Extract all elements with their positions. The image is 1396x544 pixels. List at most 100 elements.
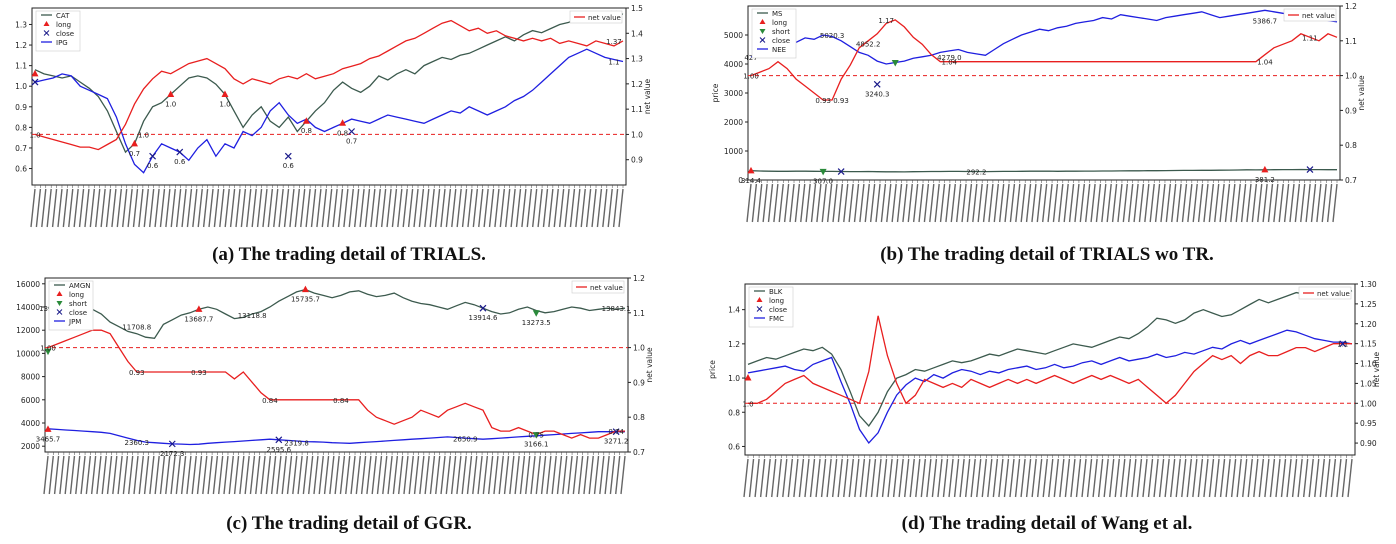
chart-c-xtick-label-glyph xyxy=(249,455,256,495)
chart-a-marker-label: 0.7 xyxy=(129,150,140,158)
chart-a-legend-left-box xyxy=(35,10,81,52)
chart-c-xtick-label-glyph xyxy=(128,455,134,495)
chart-c-marker-label: 3166.1 xyxy=(524,441,549,449)
chart-c-ytick-label-left: 2000 xyxy=(21,442,40,451)
chart-d-ytick-label-left: 1.2 xyxy=(728,340,740,349)
chart-b-xtick-label-glyph xyxy=(751,183,758,223)
chart-d-xtick-label-glyph xyxy=(1264,458,1270,498)
chart-a-xtick-label-glyph xyxy=(569,188,576,228)
chart-a-xtick-label-glyph xyxy=(154,188,160,228)
chart-c-marker-label: 13273.5 xyxy=(522,319,551,327)
chart-d-xtick-label-glyph xyxy=(1020,458,1026,498)
chart-b-xtick-label-glyph xyxy=(1235,183,1241,223)
chart-b: 0 1000 2000 3000 4000 5000 0.7 0.8 0.9 1.0 1.1 1.2 p… xyxy=(711,2,1366,223)
chart-b-xtick-label-glyph xyxy=(1128,183,1134,223)
chart-a-xtick-label-glyph xyxy=(343,188,349,228)
chart-c-xtick-label-glyph xyxy=(133,455,139,495)
chart-b-xtick-label-glyph xyxy=(1047,183,1053,223)
chart-d-ytick-label-left: 1.4 xyxy=(728,306,740,315)
chart-b-ytick-label-right: 0.9 xyxy=(1345,106,1357,115)
chart-b-xtick-label-glyph xyxy=(789,183,795,223)
chart-a-series-net-value xyxy=(34,19,624,151)
chart-a-marker-close xyxy=(31,78,39,86)
chart-c-xtick-label-glyph xyxy=(503,455,510,495)
chart-d-xtick-label-glyph xyxy=(1075,458,1082,498)
chart-c-ytick-label-left: 4000 xyxy=(21,419,40,428)
chart-c-xtick-label-glyph xyxy=(106,455,113,495)
chart-a-xtick-label-glyph xyxy=(132,188,139,228)
chart-c-legend-right: net value xyxy=(571,280,625,294)
chart-b-ytick-label-left: 5000 xyxy=(724,31,743,40)
chart-b-ytick-label-left: 4000 xyxy=(724,60,743,69)
chart-c-marker-label: 2172.3 xyxy=(160,450,185,458)
chart-b-xtick-label-glyph xyxy=(762,183,768,223)
chart-d-series-blk xyxy=(747,290,1353,427)
chart-c-marker-long xyxy=(195,305,203,312)
chart-d-xtick-label-glyph xyxy=(1164,458,1170,498)
chart-c-xtick-label-glyph xyxy=(376,455,383,495)
chart-b-xtick-label-glyph xyxy=(757,183,763,223)
chart-d-xtick-label-glyph xyxy=(1302,458,1309,498)
chart-b-data-label: 1.04 xyxy=(942,59,958,67)
chart-c-xtick-label-glyph xyxy=(472,455,478,495)
caption-a: (a) The trading detail of TRIALS. xyxy=(212,244,486,265)
chart-d-xtick-label-glyph xyxy=(1308,458,1314,498)
chart-a-xtick-label-glyph xyxy=(197,188,203,228)
chart-a-ytick-label-right: 0.9 xyxy=(631,156,643,165)
chart-c-ytick-label-left: 12000 xyxy=(16,326,40,335)
chart-d-xtick-label-glyph xyxy=(926,458,932,498)
chart-d-ytick-label-left: 0.8 xyxy=(728,408,740,417)
chart-d-xtick-label-glyph xyxy=(1286,458,1292,498)
chart-d-data-label: 1.0 xyxy=(742,400,753,408)
chart-b-xtick-label-glyph xyxy=(929,183,935,223)
chart-c-xtick-label-glyph xyxy=(212,455,219,495)
chart-d-ytick-label-left: 1.0 xyxy=(728,374,740,383)
chart-a-xtick-label-glyph xyxy=(348,188,354,228)
chart-a-xtick-label-glyph xyxy=(62,188,69,228)
chart-d-xtick-label-glyph xyxy=(1242,458,1248,498)
chart-d-ylabel-left: price xyxy=(708,360,717,379)
chart-a-xtick-label-glyph xyxy=(41,188,47,228)
chart-b-xtick-label-glyph xyxy=(993,183,999,223)
chart-d-ytick-label-right: 1.30 xyxy=(1360,280,1377,289)
chart-c-xtick-label-glyph xyxy=(96,455,102,495)
chart-d-ytick-label-right: 0.95 xyxy=(1360,419,1377,428)
chart-b-xtick-label-glyph xyxy=(1095,183,1102,223)
chart-c-xtick-label-glyph xyxy=(43,455,49,495)
chart-b-series-ms xyxy=(750,168,1337,173)
chart-d-xtick-label-glyph xyxy=(1097,458,1104,498)
chart-a-xtick-label-glyph xyxy=(488,188,495,228)
chart-c-xtick-label-glyph xyxy=(80,455,86,495)
panel-a: 0.6 0.7 0.8 0.9 1.0 1.1 1.2 1.3 0.9 1.0 1.1 1.2 1.3 1… xyxy=(0,0,698,272)
chart-c-legend-left-label: short xyxy=(69,300,87,308)
chart-c-xtick-label-glyph xyxy=(382,455,388,495)
chart-d-xtick-label-glyph xyxy=(1336,458,1342,498)
chart-a-xtick-label-glyph xyxy=(51,188,58,228)
chart-c-xtick-label-glyph xyxy=(69,455,76,495)
chart-c-data-label: 13843.1 xyxy=(602,305,631,313)
chart-a-xtick-label-glyph xyxy=(542,188,549,228)
chart-a-xtick-label-glyph xyxy=(537,188,543,228)
chart-d-ytick-label-right: 1.25 xyxy=(1360,300,1377,309)
chart-c-marker-label: 3465.7 xyxy=(36,435,61,443)
chart-d-xtick-label-glyph xyxy=(1225,458,1231,498)
chart-d-legend-left-label: close xyxy=(769,306,787,314)
chart-b-xtick-label-glyph xyxy=(998,183,1005,223)
chart-a-xtick-label-glyph xyxy=(515,188,522,228)
chart-d-ytick-label-right: 1.15 xyxy=(1360,340,1377,349)
chart-a-xtick-label-glyph xyxy=(73,188,79,228)
chart-d-series-net-value xyxy=(748,315,1352,405)
chart-b-ytick-label-left: 3000 xyxy=(724,89,743,98)
chart-a-xtick-label-glyph xyxy=(116,188,123,228)
chart-d-xtick-label-glyph xyxy=(1247,458,1253,498)
chart-b-xtick-label-glyph xyxy=(773,183,779,223)
chart-d-legend-left-label: long xyxy=(769,297,784,305)
chart-a-xtick-label-glyph xyxy=(213,188,220,228)
chart-c-data-label: 0.84 xyxy=(262,397,278,405)
chart-a-xtick-label-glyph xyxy=(159,188,166,228)
chart-b-xtick-label-glyph xyxy=(821,183,827,223)
chart-b-xtick-label-glyph xyxy=(1326,183,1333,223)
chart-a-ytick-label-left: 0.8 xyxy=(15,123,27,132)
chart-b-xtick-label-glyph xyxy=(912,183,919,223)
